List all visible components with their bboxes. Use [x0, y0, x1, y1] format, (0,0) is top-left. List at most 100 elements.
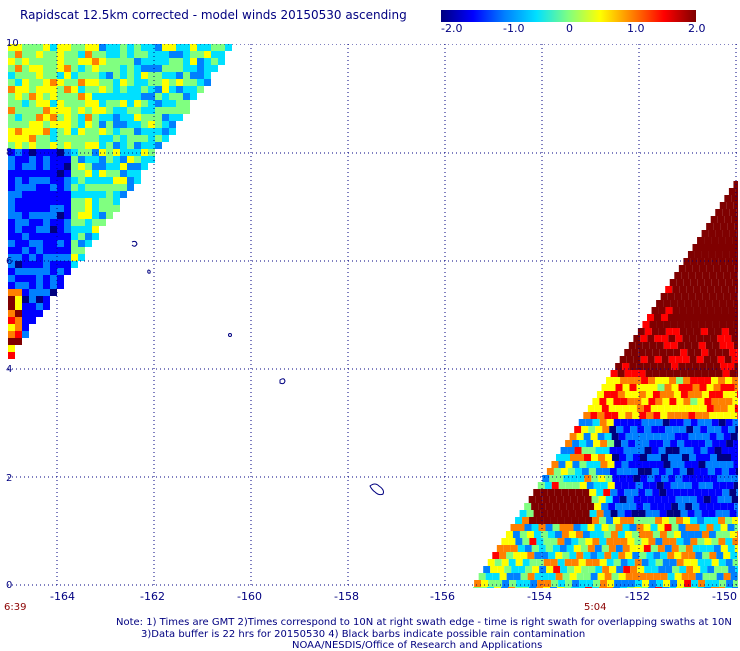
wind-cell — [662, 398, 669, 405]
wind-cell — [719, 461, 726, 468]
wind-cell — [29, 128, 36, 135]
wind-cell — [722, 349, 729, 356]
wind-cell — [511, 566, 518, 573]
wind-cell — [573, 482, 580, 489]
wind-cell — [43, 184, 50, 191]
wind-cell — [592, 538, 599, 545]
wind-cell — [694, 447, 701, 454]
wind-cell — [737, 552, 738, 559]
wind-cell — [721, 545, 728, 552]
wind-cell — [700, 265, 707, 272]
wind-cell — [724, 454, 731, 461]
wind-cell — [525, 566, 532, 573]
wind-cell — [120, 72, 127, 79]
wind-cell — [516, 559, 523, 566]
wind-cell — [649, 440, 656, 447]
wind-cell — [190, 93, 197, 100]
wind-cell — [64, 247, 71, 254]
wind-cell — [576, 510, 583, 517]
wind-cell — [660, 552, 667, 559]
wind-cell — [584, 454, 591, 461]
wind-cell — [558, 580, 565, 587]
wind-cell — [737, 531, 738, 538]
wind-cell — [57, 282, 64, 289]
wind-cell — [717, 293, 724, 300]
wind-cell — [731, 195, 738, 202]
wind-cell — [661, 454, 668, 461]
wind-cell — [617, 447, 624, 454]
wind-cell — [113, 51, 120, 58]
wind-cell — [71, 72, 78, 79]
latitude-label: 4 — [6, 364, 12, 375]
wind-cell — [8, 233, 15, 240]
wind-cell — [57, 93, 64, 100]
wind-cell — [106, 170, 113, 177]
wind-cell — [50, 65, 57, 72]
wind-cell — [721, 286, 728, 293]
wind-cell — [725, 517, 732, 524]
wind-cell — [618, 391, 625, 398]
wind-cell — [8, 93, 15, 100]
wind-cell — [722, 328, 729, 335]
wind-cell — [721, 426, 728, 433]
wind-cell — [92, 121, 99, 128]
wind-cell — [564, 538, 571, 545]
wind-cell — [134, 100, 141, 107]
wind-cell — [702, 510, 709, 517]
wind-cell — [616, 524, 623, 531]
wind-cell — [729, 307, 736, 314]
wind-cell — [708, 349, 715, 356]
wind-cell — [641, 538, 648, 545]
note-line-2: 3)Data buffer is 22 hrs for 20150530 4) … — [141, 629, 585, 640]
wind-cell — [659, 328, 666, 335]
wind-cell — [686, 524, 693, 531]
wind-cell — [106, 44, 113, 51]
wind-cell — [555, 552, 562, 559]
wind-cell — [651, 524, 658, 531]
wind-cell — [197, 65, 204, 72]
wind-cell — [634, 398, 641, 405]
wind-cell — [588, 405, 595, 412]
wind-cell — [543, 538, 550, 545]
wind-cell — [604, 552, 611, 559]
wind-cell — [43, 135, 50, 142]
wind-cell — [587, 482, 594, 489]
wind-cell — [22, 128, 29, 135]
wind-cell — [672, 405, 679, 412]
wind-cell — [737, 370, 738, 377]
wind-cell — [553, 545, 560, 552]
wind-cell — [715, 447, 722, 454]
wind-cell — [127, 72, 134, 79]
wind-cell — [141, 86, 148, 93]
wind-cell — [169, 107, 176, 114]
wind-cell — [699, 503, 706, 510]
wind-cell — [8, 247, 15, 254]
wind-cell — [710, 293, 717, 300]
wind-cell — [78, 79, 85, 86]
wind-cell — [641, 496, 648, 503]
wind-cell — [64, 107, 71, 114]
wind-cell — [636, 342, 643, 349]
wind-cell — [64, 205, 71, 212]
wind-cell — [611, 370, 618, 377]
wind-cell — [190, 51, 197, 58]
wind-cell — [675, 454, 682, 461]
wind-cell — [641, 398, 648, 405]
wind-cell — [586, 440, 593, 447]
wind-cell — [540, 489, 547, 496]
wind-cell — [695, 391, 702, 398]
wind-cell — [613, 517, 620, 524]
wind-cell — [680, 328, 687, 335]
wind-cell — [696, 573, 703, 580]
wind-cell — [626, 433, 633, 440]
wind-cell — [683, 496, 690, 503]
wind-cell — [106, 198, 113, 205]
wind-cell — [596, 489, 603, 496]
wind-cell — [29, 282, 36, 289]
wind-cell — [15, 282, 22, 289]
wind-cell — [617, 468, 624, 475]
wind-cell — [555, 531, 562, 538]
wind-cell — [599, 496, 606, 503]
wind-cell — [593, 580, 600, 587]
wind-cell — [15, 198, 22, 205]
